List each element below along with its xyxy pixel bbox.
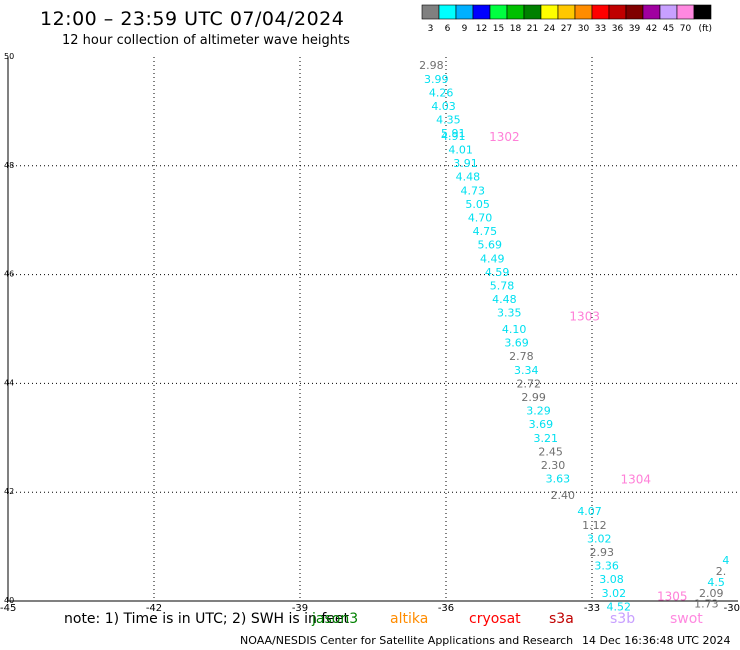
page-subtitle: 12 hour collection of altimeter wave hei… [62, 33, 350, 48]
wave-height-point-label: 2.45 [538, 445, 563, 458]
color-bin-label: 18 [510, 24, 522, 34]
wave-height-point-label: 3.63 [546, 473, 571, 486]
color-bin-label: 39 [629, 24, 641, 34]
color-bin-label: 33 [595, 24, 606, 34]
wave-height-point-label: 3.35 [497, 307, 522, 320]
color-scale-legend: 3 6 9 12 15 18 21 24 27 30 33 36 39 42 45 70 (ft) [421, 4, 712, 34]
wave-height-point-label: 2.78 [509, 350, 534, 363]
x-tick-label: -42 [146, 603, 162, 614]
wave-height-point-label: 3.02 [587, 532, 612, 545]
wave-height-point-label: 2.40 [551, 489, 576, 502]
color-bin-label: 12 [476, 24, 487, 34]
wave-height-point-label: 1.12 [582, 519, 607, 532]
wave-height-point-label: 4.03 [431, 100, 456, 113]
color-bin-label: 30 [578, 24, 590, 34]
mission-label-cryosat: cryosat [469, 611, 521, 627]
mission-label-s3b: s3b [610, 611, 636, 627]
wave-height-point-label: 4.70 [468, 211, 493, 224]
wave-height-point-label: 3.21 [534, 432, 559, 445]
x-tick-label: -33 [584, 603, 600, 614]
color-bin-label: 42 [646, 24, 657, 34]
y-tick-label: 46 [4, 270, 14, 279]
color-bin-label: 21 [527, 24, 538, 34]
color-bin-label: 70 [680, 24, 692, 34]
pass-time-label: 1304 [621, 473, 652, 487]
y-tick-label: 44 [4, 378, 14, 387]
credit-line: NOAA/NESDIS Center for Satellite Applica… [240, 634, 574, 647]
wave-height-point-label: 4.48 [456, 171, 481, 184]
color-bin-label: 45 [663, 24, 674, 34]
wave-height-point-label: 3.29 [526, 405, 551, 418]
x-tick-label: -30 [724, 603, 740, 614]
y-tick-label: 50 [4, 52, 14, 61]
wave-height-point-label: 5.69 [478, 239, 503, 252]
color-bin-label: 3 [428, 24, 434, 34]
wave-height-point-label: 4.52 [607, 600, 632, 613]
y-tick-label: 48 [4, 161, 14, 170]
color-bin-swatch [693, 4, 712, 20]
wave-height-point-label: 2.93 [589, 546, 614, 559]
wave-height-point-label: 4.10 [502, 323, 527, 336]
pass-time-label: 1303 [569, 309, 600, 323]
y-tick-label: 42 [4, 487, 14, 496]
page-title: 12:00 – 23:59 UTC 07/04/2024 [40, 8, 345, 30]
x-tick-label: -39 [292, 603, 308, 614]
wave-height-point-label: 3.69 [504, 337, 529, 350]
color-bin-label: 27 [561, 24, 572, 34]
wave-height-point-label: 2.30 [541, 459, 566, 472]
color-bin-label: 24 [544, 24, 556, 34]
wave-height-point-label: 5.91 [441, 127, 466, 140]
wave-height-point-label: 5.05 [465, 198, 490, 211]
pass-time-label: 1302 [489, 130, 520, 144]
wave-height-point-label: 4.59 [485, 266, 510, 279]
color-scale-unit: (ft) [698, 24, 712, 34]
wave-height-point-label: 1.73 [694, 598, 719, 611]
y-tick-label: 40 [4, 596, 14, 605]
wave-height-point-label: 4.73 [461, 184, 486, 197]
wave-height-point-label: 5.78 [490, 279, 515, 292]
pass-time-label: 1305 [657, 590, 688, 604]
wave-height-point-label: 4.5 [707, 576, 725, 589]
wave-height-point-label: 4.01 [448, 143, 473, 156]
footer-note: note: 1) Time is in UTC; 2) SWH is in fe… [64, 611, 350, 627]
wave-height-point-label: 2.99 [521, 391, 546, 404]
wave-height-point-label: 4.91 [441, 130, 466, 143]
color-bin-label: 9 [462, 24, 468, 34]
wave-height-point-label: 3.08 [599, 573, 624, 586]
mission-label-swot: swot [670, 611, 703, 627]
color-bin-label: 15 [493, 24, 504, 34]
wave-height-point-label: 2.98 [419, 59, 444, 72]
mission-label-altika: altika [390, 611, 429, 627]
wave-height-point-label: 3.91 [453, 157, 478, 170]
wave-height-point-label: 4.35 [436, 114, 461, 127]
wave-height-point-label: 2.72 [516, 377, 541, 390]
wave-height-point-label: 2. [716, 565, 727, 578]
wave-height-point-label: 4.26 [429, 86, 454, 99]
x-tick-label: -36 [438, 603, 454, 614]
wave-height-point-label: 3.36 [594, 560, 619, 573]
mission-label-jason3: jason3 [312, 611, 359, 627]
wave-height-point-label: 4.07 [577, 505, 602, 518]
color-bin-label: 36 [612, 24, 624, 34]
color-bin-label: 6 [445, 24, 451, 34]
wave-height-point-label: 4.48 [492, 293, 517, 306]
x-tick-label: -45 [0, 603, 16, 614]
wave-height-point-label: 3.34 [514, 364, 539, 377]
wave-height-point-label: 3.02 [602, 587, 627, 600]
wave-height-point-label: 4 [722, 554, 729, 567]
wave-height-point-label: 4.49 [480, 252, 505, 265]
wave-height-point-label: 3.69 [529, 418, 554, 431]
generation-timestamp: 14 Dec 16:36:48 UTC 2024 [582, 634, 731, 647]
mission-label-s3a: s3a [549, 611, 574, 627]
wave-height-point-label: 2.09 [699, 587, 724, 600]
wave-height-point-label: 4.75 [473, 225, 498, 238]
wave-height-point-label: 3.99 [424, 73, 449, 86]
